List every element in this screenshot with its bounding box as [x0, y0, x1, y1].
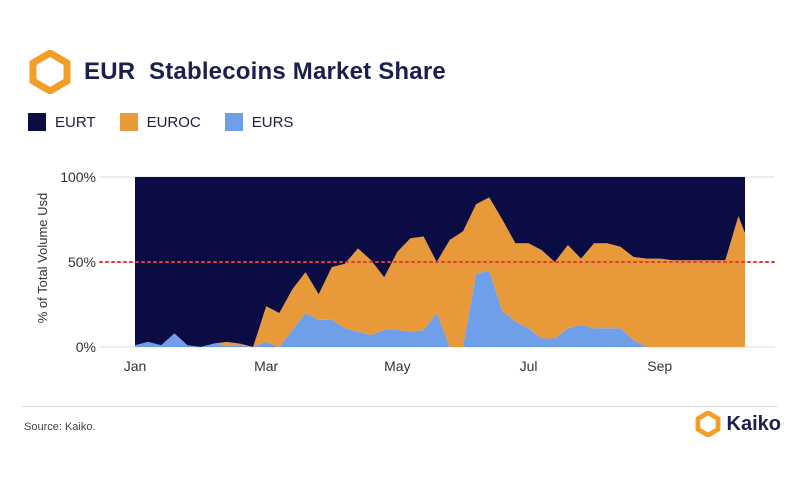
brand-name: Kaiko	[726, 412, 781, 435]
kaiko-logo-icon	[29, 50, 71, 94]
y-axis-ticks: 0% 50% 100%	[60, 169, 96, 355]
x-axis-ticks: Jan Mar May Jul Sep	[124, 358, 673, 374]
x-tick-label: Sep	[647, 358, 672, 374]
area-series-eurt	[135, 177, 745, 347]
x-tick-label: Mar	[254, 358, 278, 374]
y-tick-label: 100%	[60, 169, 96, 185]
legend-label-eurs: EURS	[251, 113, 294, 131]
legend-swatch-eurt	[28, 113, 46, 131]
footer-divider	[22, 406, 777, 407]
y-tick-label: 50%	[68, 254, 96, 270]
area-series-euroc	[135, 197, 745, 347]
footer-brand: Kaiko	[695, 411, 781, 437]
source-note: Source: Kaiko.	[24, 421, 96, 433]
y-axis-label: % of Total Volume Usd	[35, 193, 50, 324]
stacked-area-chart: 0% 50% 100% Jan Mar May Jul Sep % of Total Vol…	[35, 169, 776, 374]
legend-swatch-eurs	[224, 113, 243, 131]
chart-header: EUR Stablecoins Market Share	[28, 50, 446, 94]
legend-item-eurt: EURT	[28, 113, 96, 131]
x-tick-label: May	[384, 358, 410, 374]
chart-title: EUR Stablecoins Market Share	[84, 58, 446, 85]
legend-swatch-euroc	[119, 113, 138, 131]
area-series-eurs	[135, 270, 745, 347]
y-tick-label: 0%	[76, 339, 96, 355]
x-tick-label: Jul	[520, 358, 538, 374]
legend-label-euroc: EUROC	[146, 113, 201, 131]
x-tick-label: Jan	[124, 358, 147, 374]
legend-item-euroc: EUROC	[119, 113, 201, 131]
kaiko-logo-icon	[695, 411, 720, 437]
legend-label-eurt: EURT	[55, 113, 96, 131]
chart-legend: EURT EUROC EURS	[28, 113, 317, 131]
chart-areas	[135, 177, 745, 347]
legend-item-eurs: EURS	[224, 113, 294, 131]
